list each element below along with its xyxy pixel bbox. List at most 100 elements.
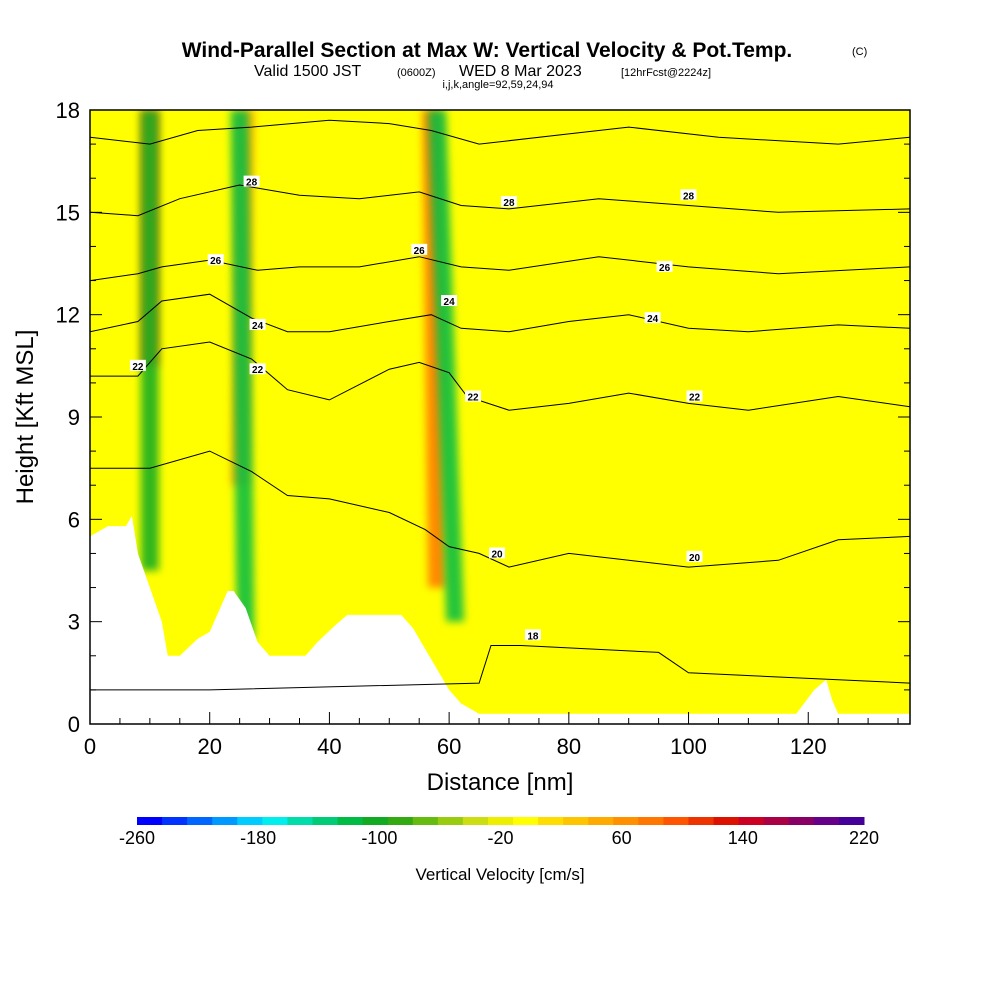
svg-text:22: 22 (252, 365, 264, 376)
contour-label: 24 (441, 295, 458, 308)
grid-indices: i,j,k,angle=92,59,24,94 (442, 79, 553, 91)
contour-label: 22 (249, 363, 266, 376)
svg-text:26: 26 (659, 263, 671, 274)
colorbar: -260 -180 -100 -20 60 140 220 (119, 817, 879, 848)
y-tick-label: 12 (56, 303, 80, 328)
y-tick-label: 6 (68, 507, 80, 532)
downdraft-band-1 (230, 110, 255, 639)
colorbar-swatch (187, 817, 213, 825)
colorbar-swatch (237, 817, 263, 825)
svg-text:20: 20 (491, 549, 503, 560)
y-tick-label: 3 (68, 610, 80, 635)
contour-labels: 18 20 20 22 22 22 22 24 24 24 26 26 26 28 28 28 (129, 175, 703, 642)
contour-20 (90, 450, 910, 568)
colorbar-swatch (137, 817, 163, 825)
colorbar-swatch (287, 817, 313, 825)
colorbar-tick-label: -180 (240, 828, 276, 848)
contour-label: 28 (500, 196, 517, 209)
pot-temp-contours (90, 119, 910, 691)
colorbar-tick-label: 140 (728, 828, 758, 848)
svg-text:18: 18 (527, 631, 539, 642)
colorbar-tick-label: 220 (849, 828, 879, 848)
colorbar-swatch (513, 817, 539, 825)
colorbar-tick-label: 60 (612, 828, 632, 848)
y-tick-label: 18 (56, 98, 80, 123)
colorbar-swatch (538, 817, 564, 825)
velocity-field (140, 110, 465, 639)
colorbar-swatch (337, 817, 364, 825)
svg-text:28: 28 (246, 178, 258, 189)
x-tick-label: 80 (557, 734, 581, 759)
contour-label: 18 (524, 629, 541, 642)
colorbar-swatch (162, 817, 188, 825)
colorbar-swatch (788, 817, 815, 825)
contour-label: 28 (680, 189, 697, 202)
colorbar-swatch (638, 817, 664, 825)
colorbar-tick-label: -100 (361, 828, 397, 848)
colorbar-swatch (563, 817, 589, 825)
plot-area: 18 20 20 22 22 22 22 24 24 24 26 26 26 28 28 28 (90, 110, 910, 724)
colorbar-swatch (838, 817, 865, 825)
svg-text:22: 22 (132, 362, 144, 373)
colorbar-swatch (312, 817, 339, 825)
colorbar-swatch (688, 817, 715, 825)
chart-title: Wind-Parallel Section at Max W: Vertical… (182, 39, 793, 62)
svg-text:28: 28 (683, 191, 695, 202)
colorbar-swatch (487, 817, 514, 825)
contour-label: 22 (686, 390, 703, 404)
colorbar-swatch (412, 817, 439, 825)
forecast-info: [12hrFcst@2224z] (621, 67, 711, 79)
svg-text:28: 28 (503, 198, 515, 209)
downdraft-band-0 (428, 110, 465, 622)
colorbar-tick-label: -20 (487, 828, 513, 848)
y-axis-label: Height [Kft MSL] (12, 330, 39, 505)
contour-label: 20 (489, 547, 506, 560)
colorbar-title: Vertical Velocity [cm/s] (415, 865, 584, 884)
copyright-mark: (C) (852, 46, 867, 58)
valid-main: Valid 1500 JST (254, 63, 362, 80)
contour-30 (90, 119, 910, 145)
contour-18 (90, 645, 910, 691)
colorbar-swatch (763, 817, 790, 825)
contour-24 (90, 293, 910, 333)
x-tick-label: 0 (84, 734, 96, 759)
y-tick-label: 0 (68, 712, 80, 737)
colorbar-swatch (437, 817, 464, 825)
svg-text:22: 22 (468, 393, 480, 404)
colorbar-swatch (387, 817, 414, 825)
svg-text:24: 24 (252, 321, 264, 332)
colorbar-swatch (212, 817, 238, 825)
contour-label: 24 (249, 318, 266, 332)
svg-text:24: 24 (647, 314, 659, 325)
svg-text:20: 20 (689, 553, 701, 564)
colorbar-swatch (738, 817, 765, 825)
contour-label: 22 (465, 390, 482, 404)
x-tick-label: 120 (790, 734, 827, 759)
valid-utc: (0600Z) (397, 67, 436, 79)
colorbar-swatch (462, 817, 489, 825)
contour-label: 26 (207, 254, 224, 267)
x-tick-label: 60 (437, 734, 461, 759)
contour-label: 26 (656, 260, 673, 274)
colorbar-swatch (713, 817, 740, 825)
contour-28 (90, 184, 910, 217)
contour-22 (90, 341, 910, 411)
contour-label: 24 (644, 312, 661, 325)
x-tick-label: 100 (670, 734, 707, 759)
y-tick-label: 15 (56, 200, 80, 225)
colorbar-swatch (588, 817, 614, 825)
x-axis-label: Distance [nm] (427, 769, 574, 796)
axes: 0 20 40 60 80 100 120 0 3 6 9 12 15 18 (56, 98, 910, 759)
x-tick-label: 20 (197, 734, 221, 759)
colorbar-tick-label: -260 (119, 828, 155, 848)
colorbar-swatch (663, 817, 690, 825)
contour-label: 22 (129, 359, 146, 373)
svg-text:22: 22 (689, 393, 701, 404)
contour-26 (90, 256, 910, 282)
y-tick-label: 9 (68, 405, 80, 430)
contour-label: 28 (243, 175, 260, 189)
terrain (90, 515, 910, 724)
colorbar-swatch (262, 817, 288, 825)
svg-text:24: 24 (444, 297, 456, 308)
